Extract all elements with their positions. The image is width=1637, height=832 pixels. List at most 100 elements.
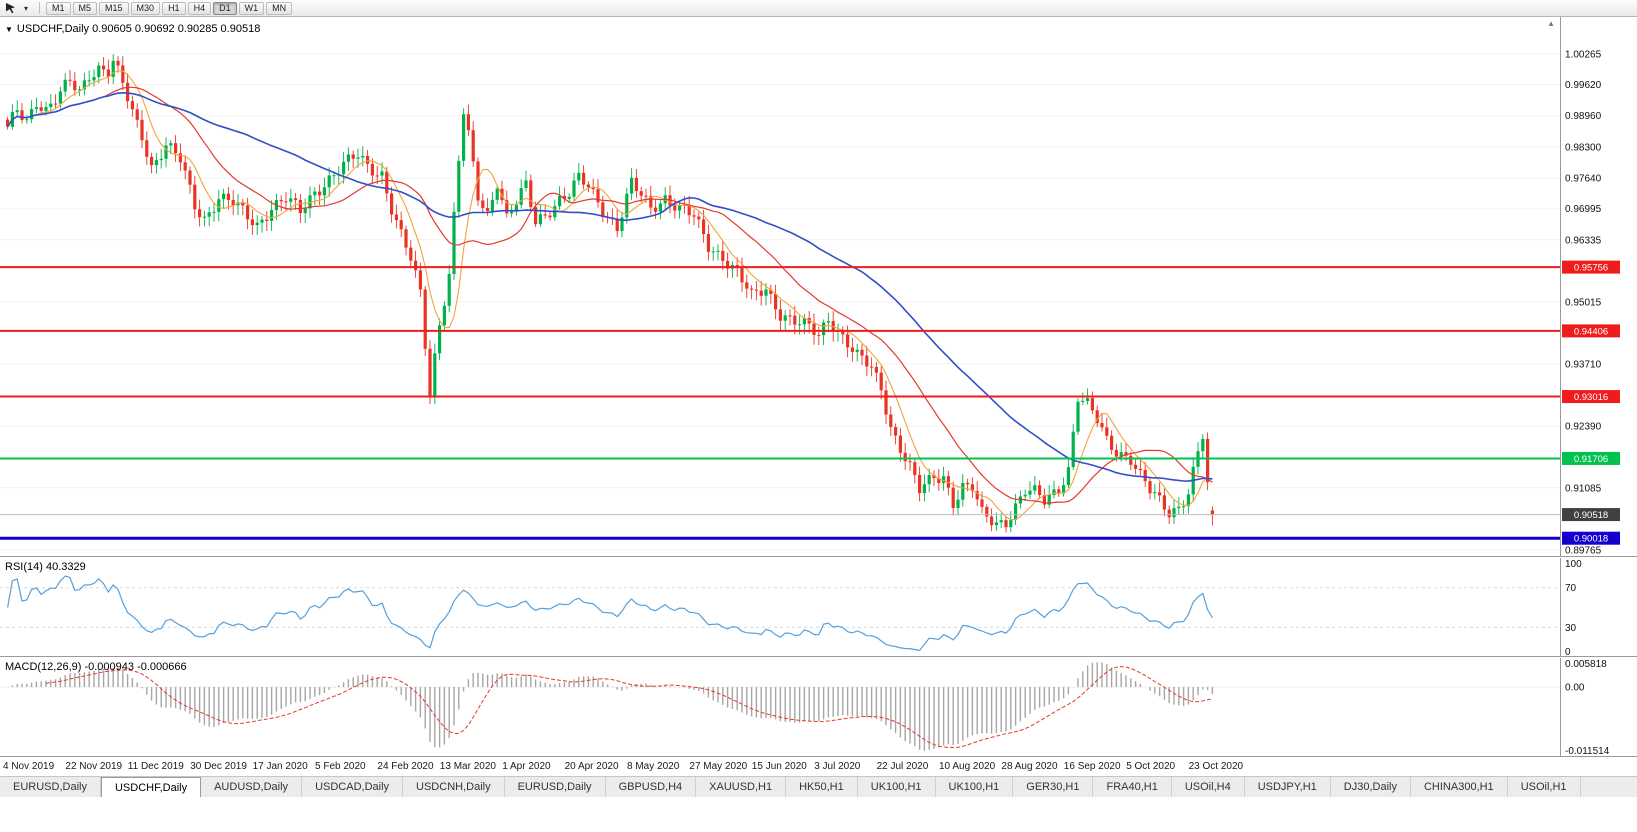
symbol-tab-eurusd-daily[interactable]: EURUSD,Daily (504, 777, 606, 797)
macd-tick-label: 0.00 (1565, 683, 1585, 694)
rsi-chart-canvas[interactable]: 100 70 30 0 (0, 558, 1637, 657)
symbol-tab-uk100-h1[interactable]: UK100,H1 (857, 777, 936, 797)
macd-tick-label: -0.011514 (1565, 746, 1610, 757)
timeframe-button-m30[interactable]: M30 (130, 1, 161, 15)
date-label: 22 Nov 2019 (65, 761, 123, 772)
cursor-icon[interactable] (3, 2, 17, 15)
price-tick-label: 0.95015 (1565, 298, 1602, 309)
main-chart-panel: ▼ USDCHF,Daily 0.90605 0.90692 0.90285 0… (0, 17, 1637, 557)
price-tick-label: 0.98960 (1565, 111, 1602, 122)
price-tick-label: 0.98300 (1565, 142, 1602, 153)
price-tick-label: 0.92390 (1565, 422, 1602, 433)
price-chart-canvas[interactable]: 1.00265 0.99620 0.98960 0.98300 0.97640 0.969… (0, 17, 1637, 557)
symbol-tab-xauusd-h1[interactable]: XAUUSD,H1 (696, 777, 787, 797)
symbol-tab-ger30-h1[interactable]: GER30,H1 (1013, 777, 1094, 797)
toolbar-separator (39, 2, 40, 14)
date-label: 5 Oct 2020 (1126, 761, 1176, 772)
price-level-badge-label: 0.94406 (1574, 326, 1608, 337)
price-level-badge (1562, 260, 1620, 274)
date-label: 15 Jun 2020 (751, 761, 807, 772)
cursor-arrow-shape (5, 3, 15, 14)
symbol-tab-usdcad-daily[interactable]: USDCAD,Daily (302, 777, 404, 797)
symbol-tab-audusd-daily[interactable]: AUDUSD,Daily (201, 777, 303, 797)
timeframe-buttons: M1 M5 M15 M30 H1 H4 D1 W1 MN (46, 1, 293, 15)
top-toolbar: ▾ M1 M5 M15 M30 H1 H4 D1 W1 MN (0, 0, 1637, 17)
date-label: 28 Aug 2020 (1001, 761, 1058, 772)
price-level-badge (1562, 508, 1620, 522)
symbol-tab-uk100-h1[interactable]: UK100,H1 (935, 777, 1014, 797)
timeframe-button-m15[interactable]: M15 (99, 1, 129, 15)
date-label: 3 Jul 2020 (814, 761, 861, 772)
date-label: 30 Dec 2019 (190, 761, 247, 772)
price-tick-label: 0.93710 (1565, 359, 1602, 370)
price-tick-label: 0.91085 (1565, 483, 1602, 494)
macd-tick-label: 0.005818 (1565, 659, 1607, 670)
rsi-tick-label: 0 (1565, 647, 1571, 657)
price-tick-label: 1.00265 (1565, 50, 1602, 61)
price-tick-label: 0.99620 (1565, 80, 1602, 91)
date-label: 10 Aug 2020 (939, 761, 996, 772)
timeframe-button-h1[interactable]: H1 (162, 1, 186, 15)
macd-histogram (11, 662, 1214, 751)
price-level-badge-label: 0.95756 (1574, 263, 1608, 274)
price-level-badge-label: 0.90018 (1574, 534, 1608, 545)
price-tick-label: 0.89765 (1565, 546, 1602, 557)
date-label: 22 Jul 2020 (876, 761, 929, 772)
rsi-panel: RSI(14) 40.3329 100 70 30 0 (0, 558, 1637, 657)
timeframe-button-h4[interactable]: H4 (187, 1, 212, 15)
date-label: 16 Sep 2020 (1063, 761, 1121, 772)
price-tick-label: 0.97640 (1565, 174, 1602, 185)
date-axis: 4 Nov 2019 22 Nov 2019 11 Dec 2019 30 Dec 2… (0, 758, 1637, 776)
date-label: 27 May 2020 (689, 761, 748, 772)
price-level-badge-label: 0.91706 (1574, 454, 1608, 465)
price-level-badge-label: 0.90518 (1574, 510, 1608, 521)
price-level-badge (1562, 324, 1620, 338)
candles (6, 54, 1214, 533)
date-label: 23 Oct 2020 (1188, 761, 1244, 772)
date-label: 8 May 2020 (627, 761, 680, 772)
date-label: 4 Nov 2019 (3, 761, 55, 772)
price-tick-label: 0.96335 (1565, 235, 1602, 246)
symbol-tab-usoil-h1[interactable]: USOil,H1 (1507, 777, 1581, 797)
date-label: 11 Dec 2019 (127, 761, 184, 772)
date-label: 20 Apr 2020 (564, 761, 619, 772)
date-label: 1 Apr 2020 (502, 761, 551, 772)
symbol-tab-hk50-h1[interactable]: HK50,H1 (786, 777, 858, 797)
price-level-badge-label: 0.93016 (1574, 392, 1608, 403)
symbol-tab-usoil-h4[interactable]: USOil,H4 (1171, 777, 1245, 797)
macd-signal-line (45, 666, 1213, 749)
ma-slow-line (6, 91, 1213, 482)
rsi-line (7, 575, 1213, 652)
price-level-badge (1562, 451, 1620, 465)
timeframe-button-m5[interactable]: M5 (72, 1, 98, 15)
date-label: 13 Mar 2020 (439, 761, 496, 772)
dropdown-caret-icon[interactable]: ▾ (23, 3, 28, 13)
symbol-tab-usdjpy-h1[interactable]: USDJPY,H1 (1244, 777, 1331, 797)
symbol-tab-usdchf-daily[interactable]: USDCHF,Daily (100, 777, 202, 797)
date-label: 24 Feb 2020 (377, 761, 434, 772)
timeframe-button-w1[interactable]: W1 (238, 1, 265, 15)
macd-chart-canvas[interactable]: 0.005818 0.00 -0.011514 (0, 658, 1637, 757)
symbol-tab-usdcnh-daily[interactable]: USDCNH,Daily (403, 777, 505, 797)
symbol-tab-china300-h1[interactable]: CHINA300,H1 (1410, 777, 1508, 797)
timeframe-button-d1[interactable]: D1 (213, 1, 237, 15)
date-label: 17 Jan 2020 (252, 761, 308, 772)
symbol-tab-bar: EURUSD,Daily USDCHF,Daily AUDUSD,Daily USDC… (0, 776, 1637, 797)
scroll-up-icon[interactable]: ▲ (1547, 19, 1555, 28)
macd-panel: MACD(12,26,9) -0.000943 -0.000666 0.0058… (0, 658, 1637, 757)
rsi-tick-label: 100 (1565, 559, 1582, 570)
rsi-tick-label: 30 (1565, 623, 1577, 634)
ma-mid-line (7, 86, 1213, 504)
symbol-tab-fra40-h1[interactable]: FRA40,H1 (1093, 777, 1172, 797)
symbol-tab-dj30-daily[interactable]: DJ30,Daily (1330, 777, 1411, 797)
date-label: 5 Feb 2020 (315, 761, 366, 772)
price-level-badge (1562, 390, 1620, 404)
ma-fast-line (7, 70, 1213, 521)
rsi-tick-label: 70 (1565, 583, 1577, 594)
timeframe-button-mn[interactable]: MN (266, 1, 293, 15)
price-level-badge (1562, 531, 1620, 545)
timeframe-button-m1[interactable]: M1 (46, 1, 71, 15)
symbol-tab-eurusd-daily[interactable]: EURUSD,Daily (0, 777, 101, 797)
symbol-tab-gbpusd-h4[interactable]: GBPUSD,H4 (605, 777, 697, 797)
price-tick-label: 0.96995 (1565, 204, 1602, 215)
